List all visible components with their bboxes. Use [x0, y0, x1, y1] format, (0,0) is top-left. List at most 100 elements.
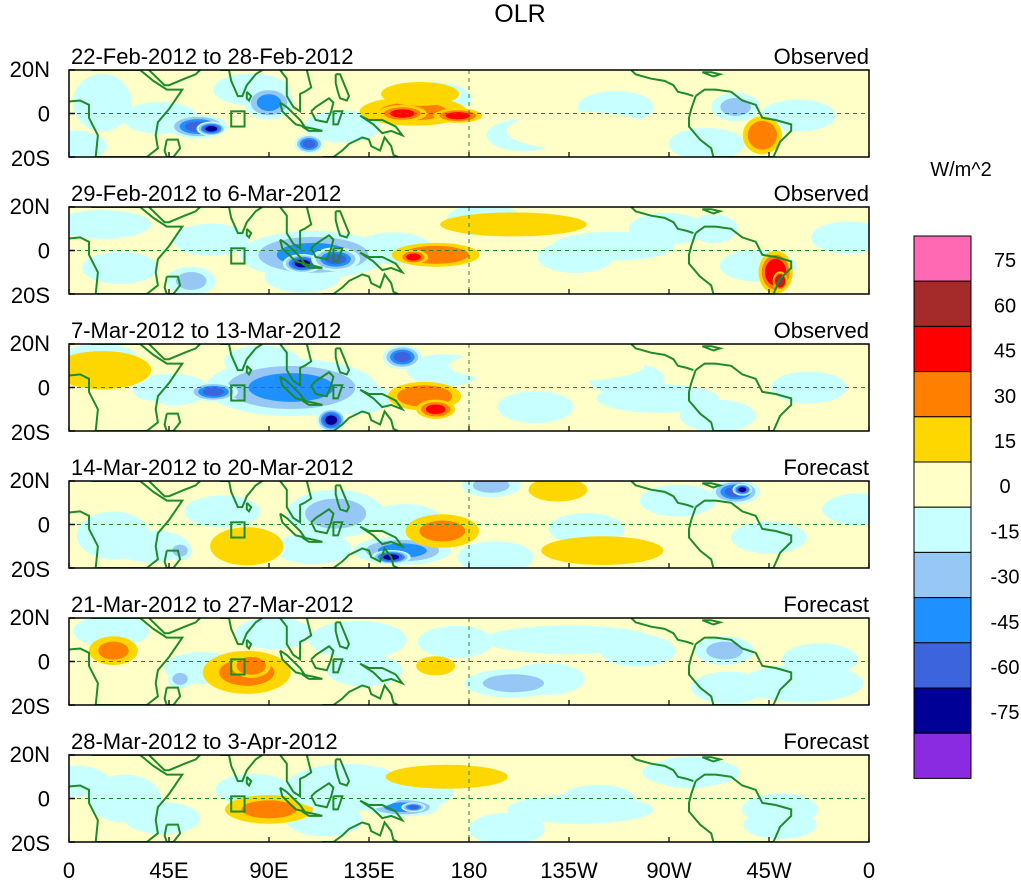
coastlines	[69, 618, 793, 705]
coastline	[69, 344, 185, 431]
ambient-cell	[822, 493, 869, 526]
anomaly-cell	[309, 620, 407, 659]
coastline	[163, 686, 182, 705]
anomaly-cell	[324, 253, 347, 265]
coastline	[688, 362, 793, 431]
coastline	[148, 70, 201, 87]
colorbar-label: -75	[991, 702, 1020, 724]
coastline	[310, 234, 335, 261]
panel-period-label: 22-Feb-2012 to 28-Feb-2012	[71, 44, 354, 69]
anomaly-cell	[69, 210, 152, 239]
coastline	[69, 207, 185, 294]
y-tick-label: 20S	[11, 831, 50, 856]
coastline	[301, 399, 323, 406]
ambient-cell	[304, 110, 381, 143]
anomaly-cell	[172, 672, 188, 685]
anomaly-cell	[381, 81, 460, 106]
anomaly-cell	[596, 384, 720, 413]
coastline	[332, 658, 344, 674]
coastline	[332, 384, 344, 400]
coastline	[359, 525, 406, 549]
colorbar-label: 45	[994, 341, 1016, 363]
anomaly-cell	[285, 763, 408, 812]
coastline	[334, 73, 351, 102]
coastline	[332, 247, 344, 263]
anomaly-cell	[385, 764, 508, 789]
coastline	[630, 481, 694, 509]
coastline	[688, 773, 793, 842]
coastline	[322, 820, 399, 842]
y-tick-label: 20S	[11, 557, 50, 582]
coastline	[148, 481, 201, 498]
x-tick-label: 90E	[249, 858, 288, 883]
anomaly-cell	[741, 664, 864, 703]
coastline	[332, 521, 344, 537]
anomaly-field	[69, 73, 836, 157]
coastline	[148, 207, 201, 224]
colorbar-swatch	[913, 325, 972, 373]
anomaly-cell	[541, 536, 664, 565]
panel-period-label: 14-Mar-2012 to 20-Mar-2012	[71, 455, 353, 480]
ambient-cell	[639, 484, 716, 517]
coastline	[630, 755, 694, 783]
y-tick-label: 20N	[10, 194, 50, 219]
region-box	[230, 795, 246, 813]
ambient-cell	[73, 618, 150, 648]
x-tick-label: 180	[451, 858, 488, 883]
coastlines	[69, 207, 793, 294]
y-tick-label: 20S	[11, 283, 50, 308]
anomaly-cell	[256, 94, 282, 111]
coastline	[245, 502, 253, 514]
anomaly-field	[69, 344, 847, 431]
colorbar-label: 0	[999, 476, 1010, 498]
anomaly-cell	[408, 805, 419, 810]
panel-type-label: Forecast	[783, 592, 869, 617]
anomaly-cell	[302, 139, 316, 149]
anomaly-cell	[325, 415, 338, 425]
panel-type-label: Forecast	[783, 455, 869, 480]
colorbar-legend: W/m^2 75 60 45 30 15 0 -15 -30 -45 -60 -75	[913, 159, 1020, 779]
anomaly-cell	[205, 125, 218, 132]
ambient-cell	[82, 251, 159, 284]
coastline	[688, 88, 793, 157]
x-tick-label: 135W	[540, 858, 598, 883]
coastline	[630, 207, 694, 235]
anomaly-cell	[482, 674, 544, 693]
anomaly-cell	[506, 795, 654, 824]
anomaly-cell	[483, 625, 655, 655]
colorbar-swatch	[913, 642, 972, 689]
y-tick-label: 0	[38, 102, 50, 127]
anomaly-cell	[393, 351, 411, 363]
ambient-cell	[417, 625, 494, 658]
coastline	[334, 484, 351, 513]
coastline	[220, 481, 263, 509]
y-tick-label: 20S	[11, 420, 50, 445]
coastline	[310, 645, 335, 672]
ambient-cell	[457, 541, 534, 568]
anomaly-cell	[305, 498, 367, 529]
anomaly-cell	[98, 641, 129, 660]
coastline	[279, 618, 313, 662]
coastline	[220, 344, 263, 372]
colorbar-swatch	[913, 551, 972, 599]
anomaly-cell	[416, 656, 456, 676]
coastline	[359, 251, 406, 275]
anomaly-cell	[390, 109, 415, 118]
coastlines	[69, 481, 793, 568]
coastline	[334, 210, 351, 239]
panel-type-label: Observed	[774, 181, 869, 206]
anomaly-cell	[528, 481, 588, 502]
anomaly-cell	[99, 399, 173, 428]
coastlines	[69, 70, 793, 157]
y-tick-label: 20N	[10, 742, 50, 767]
coastline	[148, 618, 201, 635]
anomaly-cell	[445, 112, 471, 120]
panel-6: 20N 0 20S 28-Mar-2012 to 3-Apr-2012 Forecast	[10, 729, 870, 856]
coastline	[688, 636, 793, 705]
coastline	[163, 823, 182, 842]
colorbar-swatch	[913, 416, 972, 463]
panel-stack: 20N 0 20S 22-Feb-2012 to 28-Feb-2012 Observe…	[10, 44, 870, 856]
anomaly-cell	[223, 534, 270, 559]
ambient-cell	[326, 654, 403, 687]
